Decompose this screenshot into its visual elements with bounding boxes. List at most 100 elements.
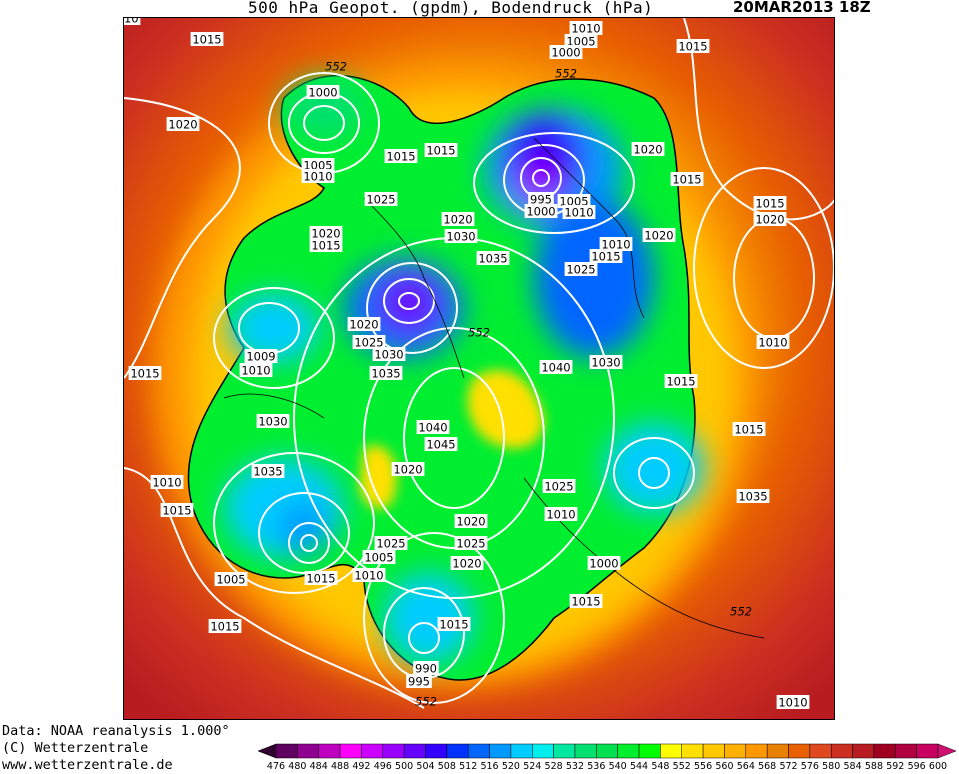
isobar-label-text: 1010 (571, 22, 600, 36)
isobar-label-text: 1040 (541, 361, 570, 375)
legend-swatch (766, 743, 789, 759)
isobar-label-text: 1000 (551, 46, 580, 60)
isobar-label: 1010 (124, 18, 141, 26)
isobar-label-text: 1000 (589, 557, 618, 571)
isobar-label: 1015 (589, 249, 623, 264)
legend-tick-label: 528 (545, 761, 563, 770)
legend-tick-label: 500 (395, 761, 413, 770)
legend-swatch (788, 743, 811, 759)
legend-tick-label: 592 (886, 761, 904, 770)
legend-swatch (724, 743, 747, 759)
isobar-label: 990 (413, 661, 439, 676)
isobar-label-text: 1015 (678, 40, 707, 54)
isobar-label: 1010 (569, 21, 603, 36)
legend-tick-label: 600 (929, 761, 947, 770)
isobar-label: 1010 (150, 475, 184, 490)
legend-tick-label: 492 (352, 761, 370, 770)
isobar-label-text: 1015 (571, 595, 600, 609)
legend-swatch (873, 743, 896, 759)
isobar-label-text: 1035 (371, 367, 400, 381)
isobar-label-text: 1009 (246, 350, 275, 364)
legend-swatch (361, 743, 384, 759)
weather-map: 1015 1010 1005 1000 1015 552 552 1000 1020 1020 10… (123, 17, 835, 720)
isobar-label-text: 1000 (526, 205, 555, 219)
isobar-label: 1020 (441, 212, 475, 227)
contour-label-552: 552 (325, 60, 347, 74)
isobar-label-text: 1015 (130, 367, 159, 381)
isobar-label-text: 1010 (124, 18, 139, 26)
legend-swatch (681, 743, 704, 759)
legend-swatch (403, 743, 426, 759)
isobar-label: 1009 (244, 349, 278, 364)
isobar-label-text: 1020 (168, 118, 197, 132)
legend-under-arrow (257, 743, 277, 759)
legend-tick-label: 532 (566, 761, 584, 770)
isobar-label-text: 1015 (734, 423, 763, 437)
isobar-label: 1000 (306, 85, 340, 100)
isobar-label-text: 1020 (644, 229, 673, 243)
isobar-label: 1000 (524, 204, 558, 219)
isobar-label-text: 552 (325, 60, 347, 74)
isobar-label: 1010 (544, 507, 578, 522)
legend-swatch (745, 743, 768, 759)
legend-tick-label: 544 (630, 761, 648, 770)
isobar-label-text: 1010 (354, 569, 383, 583)
isobar-label: 1005 (214, 572, 248, 587)
legend-swatch (467, 743, 490, 759)
isobar-label: 1000 (587, 556, 621, 571)
isobar-label: 1030 (444, 229, 478, 244)
isobar-label: 1015 (309, 238, 343, 253)
isobar-label: 1020 (391, 462, 425, 477)
isobar-label: 1015 (304, 571, 338, 586)
legend-tick-label: 564 (737, 761, 755, 770)
isobar-label-text: 1015 (311, 239, 340, 253)
isobar-label: 1015 (676, 39, 710, 54)
isobar-label: 1010 (756, 335, 790, 350)
isobar-label: 1020 (631, 142, 665, 157)
legend-swatch (532, 743, 554, 759)
isobar-label-text: 1020 (755, 213, 784, 227)
isobar-label: 1010 (599, 237, 633, 252)
legend-swatch (809, 743, 832, 759)
isobar-label-text: 1025 (366, 193, 395, 207)
isobar-label: 1025 (454, 536, 488, 551)
isobar-label: 1015 (732, 422, 766, 437)
isobar-label-text: 1010 (546, 508, 575, 522)
legend-tick-label: 576 (801, 761, 819, 770)
isobar-label-text: 1030 (374, 348, 403, 362)
isobar-label-text: 1010 (601, 238, 630, 252)
isobar-label-text: 1040 (418, 421, 447, 435)
isobar-label-text: 1030 (446, 230, 475, 244)
isobar-label-text: 1015 (306, 572, 335, 586)
isobar-label: 1015 (664, 374, 698, 389)
isobar-label: 1010 (562, 205, 596, 220)
isobar-label-text: 1020 (456, 515, 485, 529)
isobar-label-text: 1015 (192, 33, 221, 47)
isobar-label-text: 1010 (241, 364, 270, 378)
legend-tick-label: 504 (416, 761, 434, 770)
isobar-label: 1020 (642, 228, 676, 243)
legend-tick-label: 560 (715, 761, 733, 770)
isobar-label-text: 1010 (564, 206, 593, 220)
isobar-label-text: 1020 (393, 463, 422, 477)
isobar-label-text: 1020 (311, 227, 340, 241)
isobar-label: 1015 (753, 196, 787, 211)
legend-tick-label: 596 (908, 761, 926, 770)
isobar-label: 1015 (569, 594, 603, 609)
legend-swatch (830, 743, 853, 759)
isobar-label-text: 995 (530, 193, 552, 207)
isobar-label-text: 552 (730, 605, 752, 619)
copyright: (C) Wetterzentrale (2, 740, 149, 756)
isobar-label: 1015 (190, 32, 224, 47)
legend-swatch (318, 743, 341, 759)
isobar-label: 1015 (437, 617, 471, 632)
isobar-label: 1005 (362, 550, 396, 565)
isobar-label-text: 1045 (426, 438, 455, 452)
isobar-label-text: 1025 (376, 537, 405, 551)
legend-tick-label: 568 (758, 761, 776, 770)
legend-tick-label: 572 (779, 761, 797, 770)
legend-tick-label: 512 (459, 761, 477, 770)
isobar-label: 1025 (542, 479, 576, 494)
isobar-label-text: 1025 (354, 336, 383, 350)
